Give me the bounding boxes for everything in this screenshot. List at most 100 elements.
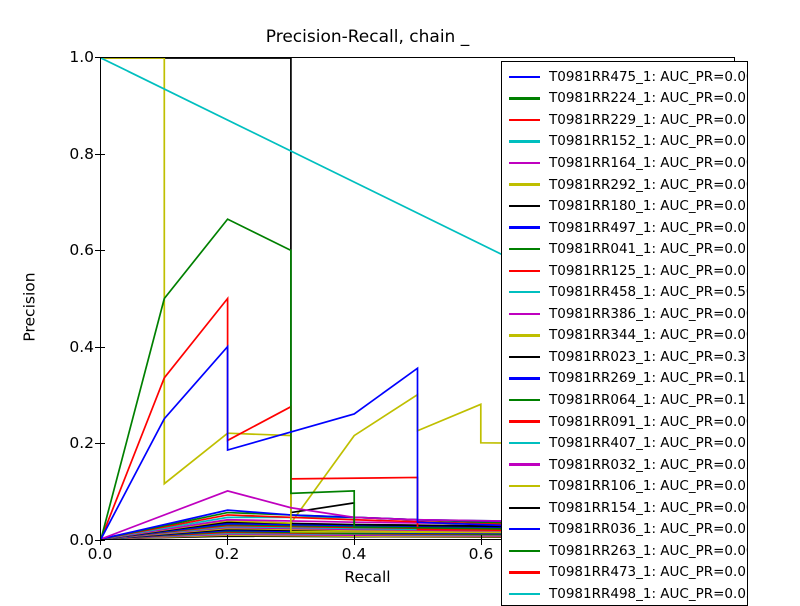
legend-item-label: T0981RR386_1: AUC_PR=0.00 [549, 305, 748, 322]
y-tick-mark-inner [100, 57, 105, 59]
legend-item-label: T0981RR344_1: AUC_PR=0.00 [549, 327, 748, 344]
x-tick-mark [227, 540, 229, 545]
legend-color-swatch [509, 75, 540, 78]
legend-item-label: T0981RR152_1: AUC_PR=0.01 [549, 133, 748, 150]
legend-color-swatch [509, 161, 540, 165]
legend-item[interactable]: T0981RR344_1: AUC_PR=0.00 [502, 325, 747, 347]
legend-item[interactable]: T0981RR458_1: AUC_PR=0.50 [502, 281, 747, 303]
legend-item-label: T0981RR229_1: AUC_PR=0.01 [549, 111, 748, 128]
x-tick-mark-inner [227, 535, 229, 540]
legend-item-label: T0981RR041_1: AUC_PR=0.01 [549, 241, 748, 258]
y-tick-label: 0.0 [69, 531, 94, 549]
x-tick-label: 0.2 [214, 545, 240, 563]
y-tick-mark [95, 443, 100, 445]
x-tick-mark-inner [354, 535, 356, 540]
legend-item-label: T0981RR032_1: AUC_PR=0.02 [549, 456, 748, 473]
y-tick-label: 0.2 [69, 434, 94, 453]
y-tick-mark [95, 540, 100, 542]
legend-color-swatch [509, 549, 540, 552]
legend-item[interactable]: T0981RR475_1: AUC_PR=0.00 [502, 66, 747, 88]
x-tick-label: 0.0 [87, 545, 113, 563]
x-tick-mark-inner [481, 535, 483, 540]
legend-item-label: T0981RR023_1: AUC_PR=0.31 [549, 348, 748, 365]
legend-color-swatch [509, 118, 540, 122]
legend-item[interactable]: T0981RR154_1: AUC_PR=0.00 [502, 497, 747, 519]
legend-color-swatch [509, 377, 540, 380]
legend-item[interactable]: T0981RR064_1: AUC_PR=0.11 [502, 389, 747, 411]
legend-item-label: T0981RR458_1: AUC_PR=0.50 [549, 284, 748, 301]
legend-color-swatch [509, 183, 540, 186]
y-tick-mark [95, 153, 100, 155]
y-tick-mark-inner [100, 443, 105, 445]
legend-item[interactable]: T0981RR473_1: AUC_PR=0.01 [502, 562, 747, 584]
legend-item[interactable]: T0981RR386_1: AUC_PR=0.00 [502, 303, 747, 325]
y-tick-label: 0.4 [69, 337, 94, 356]
legend-item[interactable]: T0981RR263_1: AUC_PR=0.00 [502, 540, 747, 562]
legend-color-swatch [509, 506, 540, 509]
legend-item-label: T0981RR064_1: AUC_PR=0.11 [549, 391, 748, 408]
legend-item[interactable]: T0981RR180_1: AUC_PR=0.03 [502, 195, 747, 217]
page-title: Precision-Recall, chain _ [265, 27, 470, 47]
legend-item[interactable]: T0981RR106_1: AUC_PR=0.01 [502, 475, 747, 497]
legend-item[interactable]: T0981RR229_1: AUC_PR=0.01 [502, 109, 747, 131]
legend-item[interactable]: T0981RR164_1: AUC_PR=0.00 [502, 152, 747, 174]
y-tick-mark-inner [100, 153, 105, 155]
x-tick-label: 0.6 [468, 545, 494, 563]
legend-color-swatch [509, 97, 540, 100]
y-tick-label: 1.0 [69, 48, 94, 66]
legend-item-label: T0981RR154_1: AUC_PR=0.00 [549, 499, 748, 516]
legend-color-swatch [509, 592, 540, 596]
y-tick-mark-inner [100, 540, 105, 542]
legend-item[interactable]: T0981RR498_1: AUC_PR=0.03 [502, 583, 747, 605]
legend-item[interactable]: T0981RR152_1: AUC_PR=0.01 [502, 131, 747, 153]
legend-color-swatch [509, 484, 540, 488]
x-tick-mark-inner [100, 535, 102, 540]
legend-item-label: T0981RR180_1: AUC_PR=0.03 [549, 198, 748, 215]
legend-item[interactable]: T0981RR497_1: AUC_PR=0.01 [502, 217, 747, 239]
legend-item-label: T0981RR473_1: AUC_PR=0.01 [549, 564, 748, 581]
series-line [101, 219, 734, 539]
x-tick-mark [481, 540, 483, 545]
x-axis-label: Recall [344, 568, 391, 586]
legend-item-label: T0981RR224_1: AUC_PR=0.01 [549, 90, 748, 107]
legend-color-swatch [509, 247, 540, 251]
legend-item[interactable]: T0981RR125_1: AUC_PR=0.03 [502, 260, 747, 282]
legend-box[interactable]: T0981RR475_1: AUC_PR=0.00 T0981RR224_1: A… [501, 61, 748, 606]
y-tick-mark [95, 57, 100, 59]
legend-color-swatch [509, 398, 540, 402]
legend-item-label: T0981RR036_1: AUC_PR=0.01 [549, 521, 748, 538]
y-tick-mark-inner [100, 346, 105, 348]
legend-item[interactable]: T0981RR091_1: AUC_PR=0.00 [502, 411, 747, 433]
legend-item[interactable]: T0981RR292_1: AUC_PR=0.00 [502, 174, 747, 196]
legend-color-swatch [509, 291, 540, 294]
legend-item-label: T0981RR497_1: AUC_PR=0.01 [549, 219, 748, 236]
legend-item[interactable]: T0981RR041_1: AUC_PR=0.01 [502, 238, 747, 260]
legend-item-label: T0981RR263_1: AUC_PR=0.00 [549, 542, 748, 559]
y-tick-label: 0.8 [69, 144, 94, 163]
legend-color-swatch [509, 441, 540, 445]
legend-item[interactable]: T0981RR407_1: AUC_PR=0.01 [502, 432, 747, 454]
y-tick-mark-inner [100, 250, 105, 252]
legend-color-swatch [509, 204, 540, 208]
x-tick-mark [100, 540, 102, 545]
y-axis-label: Precision [20, 272, 39, 342]
legend-color-swatch [509, 463, 540, 466]
legend-item[interactable]: T0981RR023_1: AUC_PR=0.31 [502, 346, 747, 368]
legend-item-label: T0981RR498_1: AUC_PR=0.03 [549, 585, 748, 602]
legend-color-swatch [509, 334, 540, 337]
legend-item-label: T0981RR269_1: AUC_PR=0.15 [549, 370, 748, 387]
legend-item[interactable]: T0981RR036_1: AUC_PR=0.01 [502, 518, 747, 540]
legend-item-label: T0981RR106_1: AUC_PR=0.01 [549, 478, 748, 495]
legend-item[interactable]: T0981RR224_1: AUC_PR=0.01 [502, 88, 747, 110]
legend-item-label: T0981RR164_1: AUC_PR=0.00 [549, 154, 748, 171]
legend-item[interactable]: T0981RR032_1: AUC_PR=0.02 [502, 454, 747, 476]
legend-color-swatch [509, 269, 540, 272]
x-tick-mark [354, 540, 356, 545]
legend-item-label: T0981RR475_1: AUC_PR=0.00 [549, 68, 748, 85]
legend-item[interactable]: T0981RR269_1: AUC_PR=0.15 [502, 368, 747, 390]
y-tick-mark [95, 346, 100, 348]
legend-color-swatch [509, 140, 540, 143]
legend-item-label: T0981RR407_1: AUC_PR=0.01 [549, 435, 748, 452]
legend-item-label: T0981RR292_1: AUC_PR=0.00 [549, 176, 748, 193]
